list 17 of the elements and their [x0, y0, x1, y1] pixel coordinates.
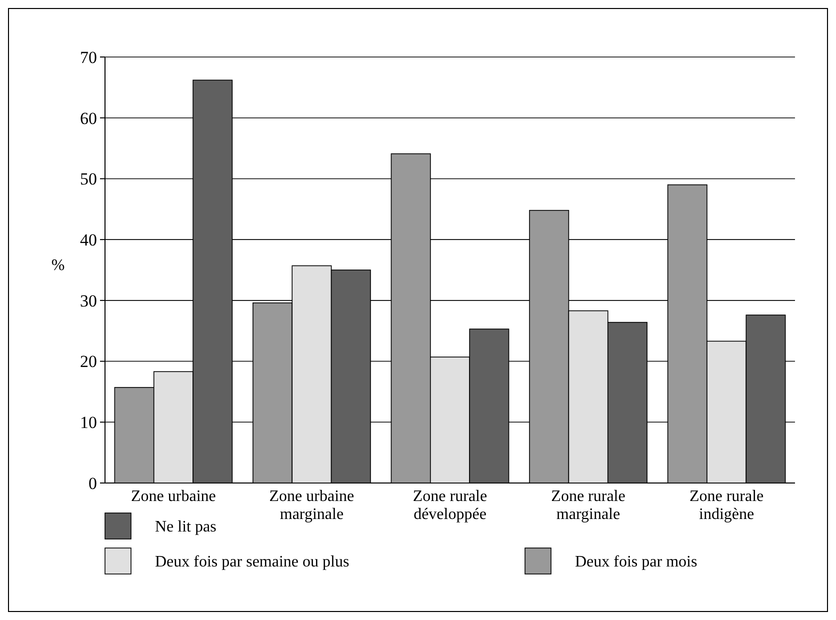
y-tick-label: 30 — [80, 291, 97, 310]
x-tick-label: Zone rurale indigène — [689, 488, 764, 523]
legend-label: Deux fois par semaine ou plus — [155, 554, 350, 571]
y-tick-label: 0 — [88, 474, 97, 493]
y-tick-label: 20 — [80, 352, 97, 372]
x-tick-label: Zone urbaine marginale — [269, 488, 354, 523]
x-tick-label: Zone rurale marginale — [551, 488, 626, 523]
y-tick-label: 10 — [80, 413, 97, 432]
y-tick-label: 40 — [80, 230, 97, 250]
y-tick-label: 60 — [80, 108, 97, 128]
y-axis-title: % — [51, 257, 65, 274]
legend-label: Ne lit pas — [155, 518, 216, 536]
legend-label: Deux fois par mois — [575, 554, 698, 571]
x-tick-label: Zone rurale développée — [412, 488, 488, 523]
x-tick-label: Zone urbaine — [131, 488, 216, 505]
y-tick-label: 50 — [80, 170, 97, 189]
y-tick-label: 70 — [80, 48, 97, 67]
